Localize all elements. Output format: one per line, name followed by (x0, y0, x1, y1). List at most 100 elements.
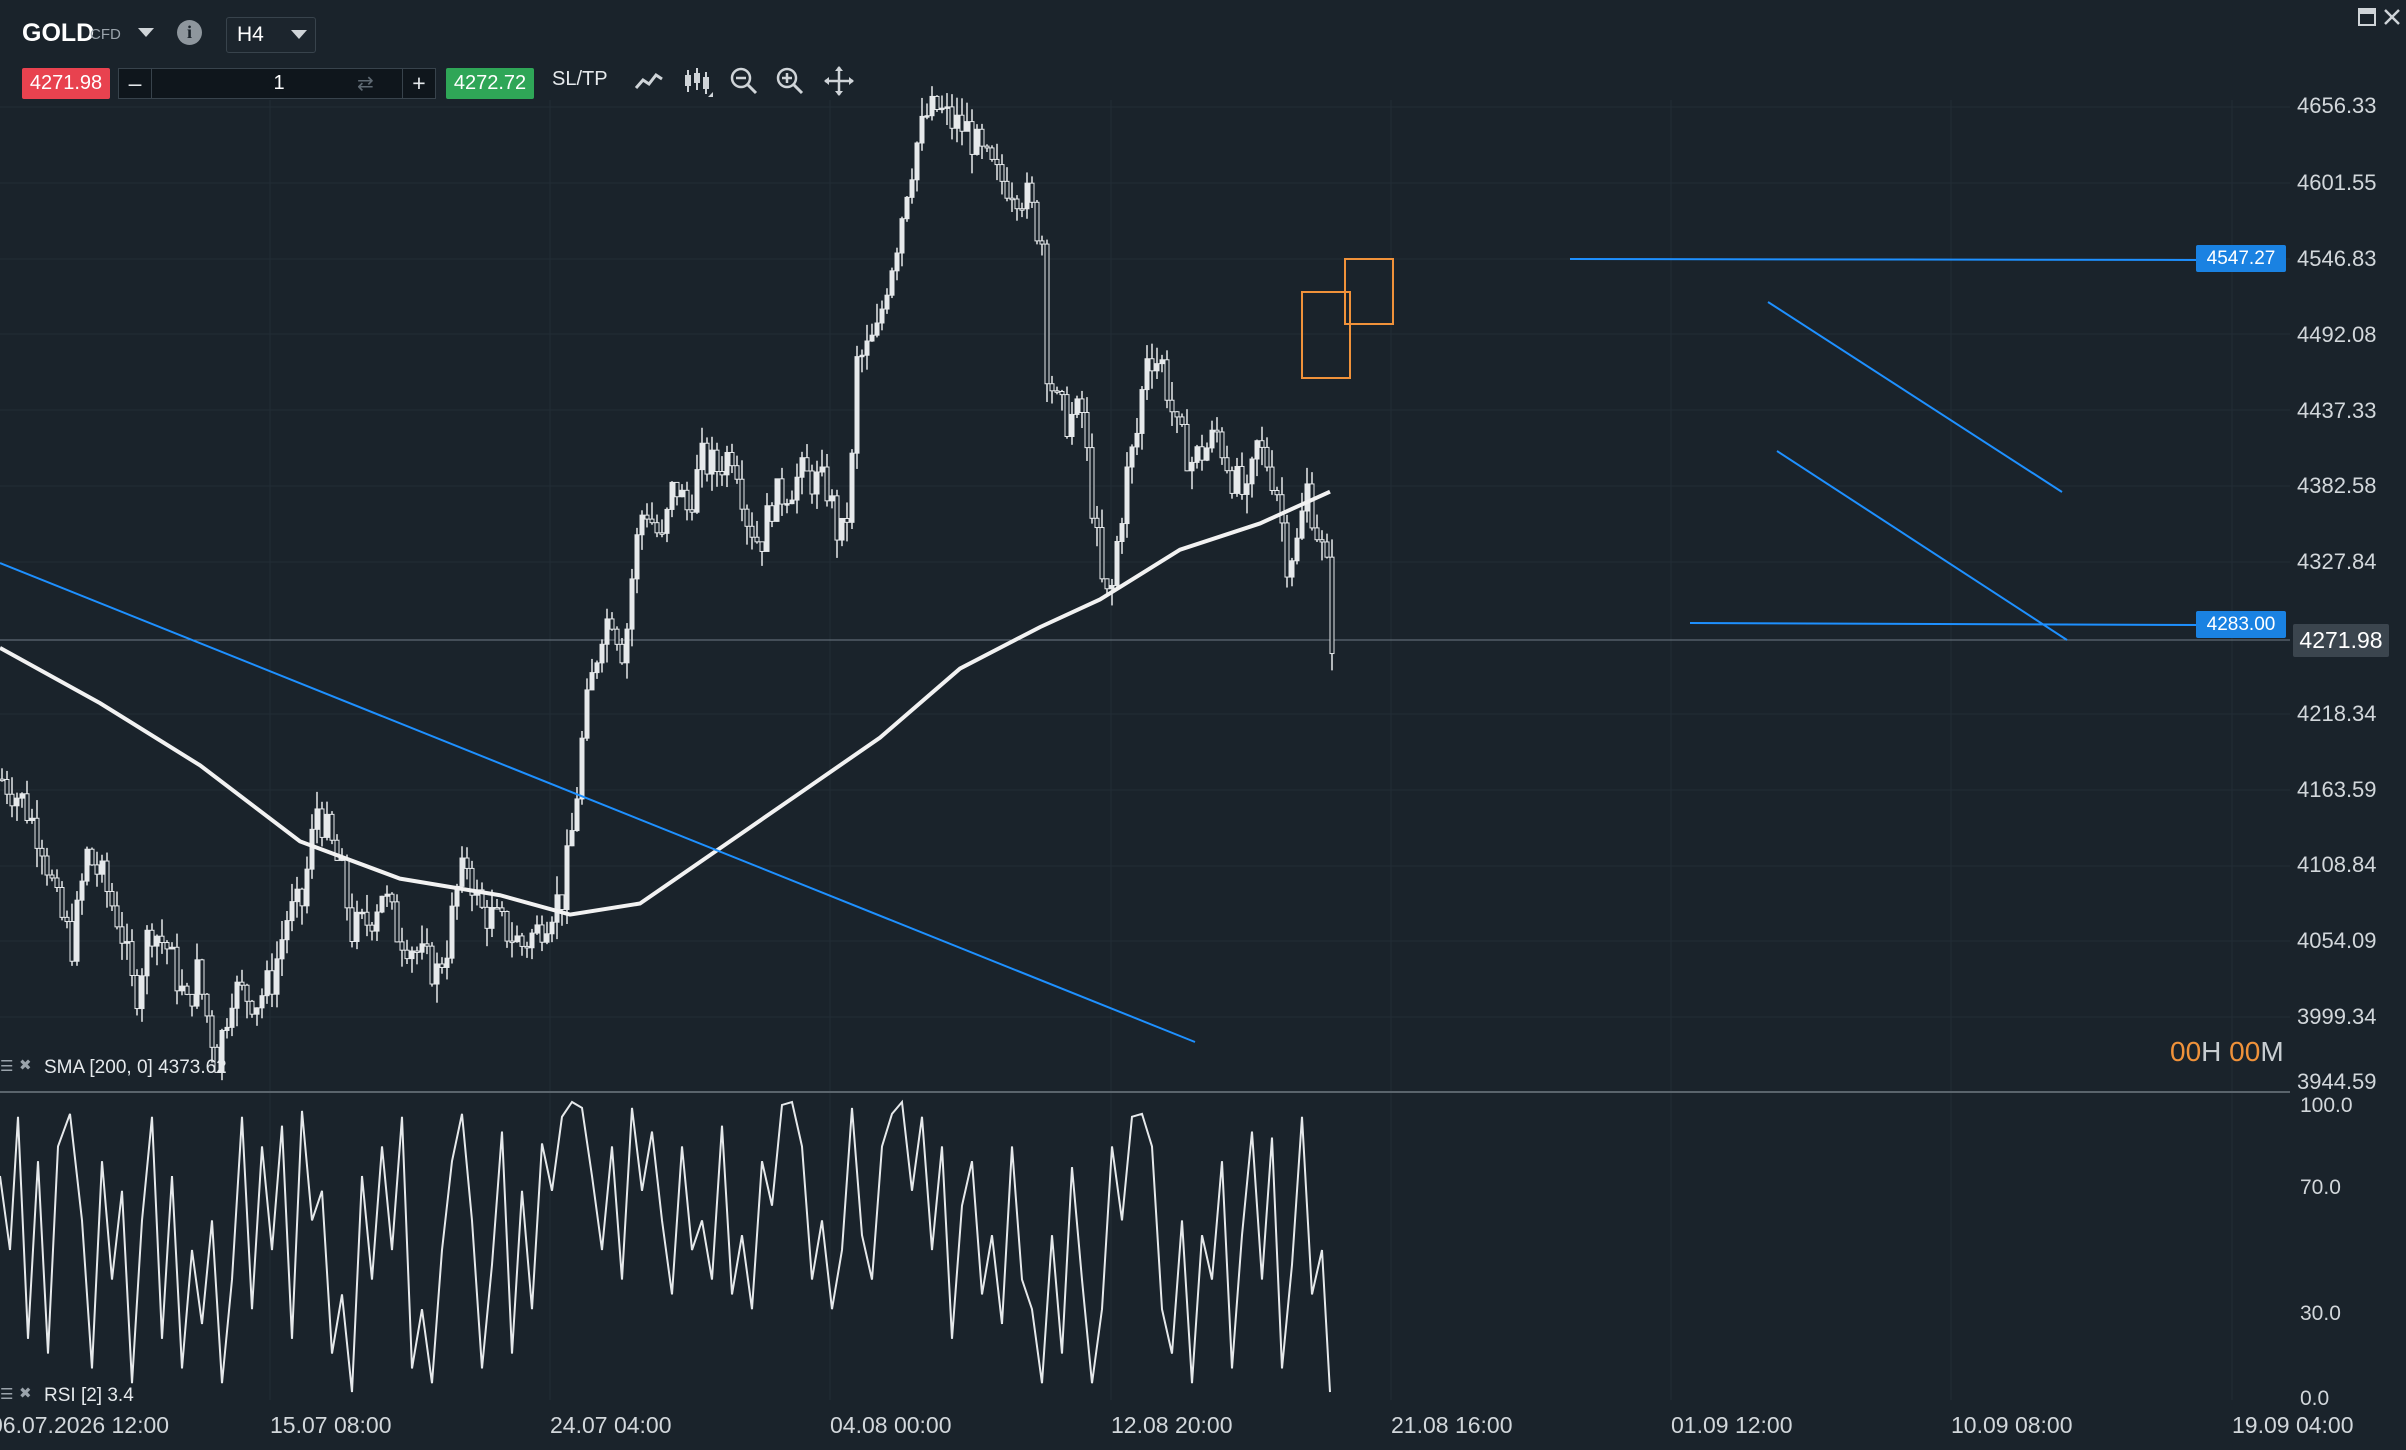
price-tick: 4382.58 (2297, 473, 2377, 498)
candle-body (589, 672, 595, 691)
buy-button[interactable]: 4272.72 (446, 68, 534, 99)
crosshair-icon[interactable] (822, 64, 856, 98)
candle-body (1124, 466, 1130, 525)
time-tick: 04.08 00:00 (830, 1412, 952, 1438)
price-tick: 4546.83 (2297, 246, 2377, 271)
settings-icon[interactable]: ☰ (0, 1058, 14, 1075)
candle-body (159, 935, 165, 944)
candle-body (694, 469, 700, 513)
candle-body (544, 933, 550, 943)
candle-body (69, 921, 75, 962)
candle-body (1224, 457, 1230, 472)
zoom-out-icon[interactable] (727, 64, 761, 98)
price-tick: 4054.09 (2297, 928, 2377, 953)
candle-body (1039, 240, 1045, 245)
time-tick: 24.07 04:00 (550, 1412, 672, 1438)
resistance-price-tag[interactable]: 4547.27 (2196, 245, 2286, 272)
candle-body (1309, 483, 1315, 529)
close-icon[interactable]: ✖ (19, 1385, 32, 1402)
candle-body (1154, 363, 1160, 372)
countdown-minutes: 00 (2229, 1036, 2261, 1067)
candle-body (874, 322, 880, 336)
support-price-tag[interactable]: 4283.00 (2196, 611, 2286, 638)
candle-body (1319, 539, 1325, 543)
candle-body (364, 911, 370, 926)
candle-body (24, 793, 30, 821)
candle-body (1254, 440, 1260, 460)
quantity-input[interactable]: 1 (273, 72, 285, 94)
candle-body (29, 817, 35, 821)
candle-body (764, 505, 770, 552)
candle-body (864, 340, 870, 356)
candle-body (1144, 358, 1150, 391)
candle-body (744, 508, 750, 527)
candle-body (559, 894, 565, 910)
timeframe-select[interactable]: H4 (226, 17, 316, 53)
candle-body (909, 179, 915, 198)
candle-body (829, 495, 835, 502)
quantity-stepper[interactable]: – 1 ⇄ + (118, 68, 436, 99)
symbol-name[interactable]: GOLD (22, 19, 95, 47)
decrease-button[interactable]: – (119, 69, 152, 98)
rsi-tick: 0.0 (2300, 1387, 2330, 1410)
candle-body (609, 618, 615, 630)
candle-body (569, 830, 575, 847)
candle-body (1329, 556, 1335, 655)
price-tick: 4108.84 (2297, 852, 2377, 877)
candles-layer (0, 86, 1335, 1081)
candle-body (1169, 399, 1175, 413)
candle-body (254, 1007, 260, 1015)
candle-body (614, 628, 620, 645)
candle-body (784, 503, 790, 506)
candle-body (174, 946, 180, 992)
candle-body (504, 911, 510, 942)
candle-body (299, 888, 305, 907)
candle-body (719, 470, 725, 476)
candle-body (1009, 197, 1015, 201)
minimize-icon[interactable] (2358, 8, 2376, 26)
candle-body (459, 857, 465, 887)
line-chart-icon[interactable] (632, 64, 666, 98)
candle-body (1139, 389, 1145, 434)
candle-body (1264, 446, 1270, 468)
candle-body (44, 855, 50, 876)
candle-body (914, 142, 920, 181)
candlestick-icon[interactable] (680, 64, 714, 98)
candle-body (1249, 458, 1255, 485)
candle-body (499, 907, 505, 913)
candle-body (1044, 243, 1050, 385)
candle-body (1239, 465, 1245, 495)
close-icon[interactable]: ✖ (19, 1057, 32, 1074)
close-icon[interactable] (2383, 8, 2401, 26)
candle-body (739, 478, 745, 510)
sell-button[interactable]: 4271.98 (22, 68, 110, 99)
candle-body (869, 334, 875, 342)
candle-body (449, 905, 455, 959)
candle-body (419, 943, 425, 953)
settings-icon[interactable]: ☰ (0, 1386, 14, 1403)
candle-body (269, 970, 275, 995)
candle-body (1069, 413, 1075, 437)
increase-button[interactable]: + (402, 69, 435, 98)
candle-body (479, 889, 485, 908)
candle-countdown: 00H 00M (2170, 1036, 2284, 1068)
rsi-legend[interactable]: RSI [2] 3.4 (44, 1385, 134, 1406)
info-icon[interactable]: i (177, 20, 202, 45)
sltp-button[interactable]: SL/TP (552, 68, 608, 90)
chevron-down-icon[interactable] (138, 28, 154, 37)
sma-legend[interactable]: SMA [200, 0] 4373.62 (44, 1057, 227, 1078)
zoom-in-icon[interactable] (773, 64, 807, 98)
swap-icon[interactable]: ⇄ (357, 73, 374, 95)
candle-body (19, 793, 25, 799)
candle-body (1119, 523, 1125, 542)
candle-body (1304, 483, 1310, 512)
chart-grid (0, 100, 2290, 1400)
candle-body (344, 857, 350, 909)
time-tick: 06.07.2026 12:00 (0, 1412, 170, 1438)
candle-body (489, 907, 495, 929)
candle-body (169, 946, 175, 950)
candle-body (1209, 429, 1215, 449)
candle-body (604, 618, 610, 645)
candle-body (959, 114, 965, 132)
